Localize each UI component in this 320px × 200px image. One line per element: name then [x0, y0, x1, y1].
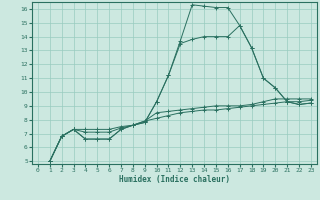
X-axis label: Humidex (Indice chaleur): Humidex (Indice chaleur)	[119, 175, 230, 184]
